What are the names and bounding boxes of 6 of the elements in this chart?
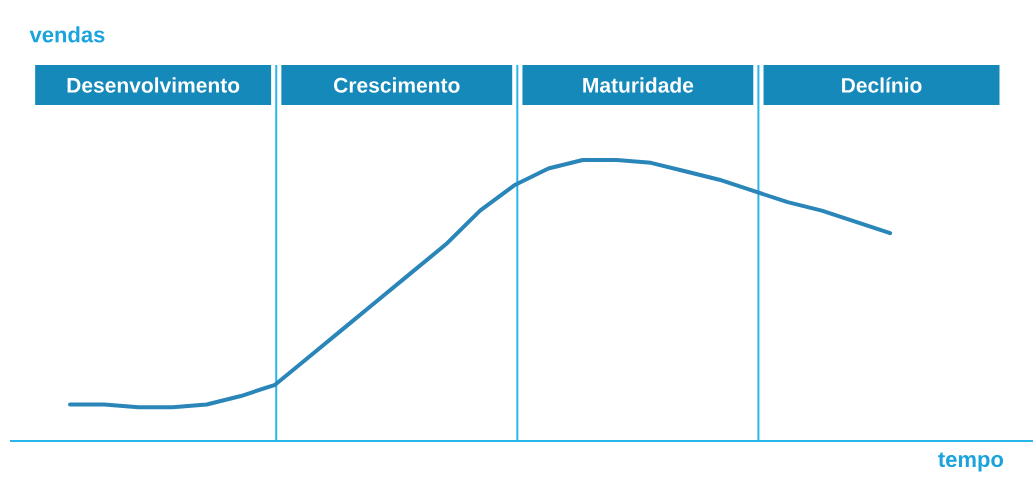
x-axis-title: tempo	[938, 452, 1004, 472]
text: Declínio	[842, 77, 922, 93]
text: Desenvolvimento	[67, 77, 240, 93]
text: Maturidade	[583, 77, 694, 93]
text: vendas	[29, 26, 105, 43]
text: Crescimento	[334, 77, 460, 93]
